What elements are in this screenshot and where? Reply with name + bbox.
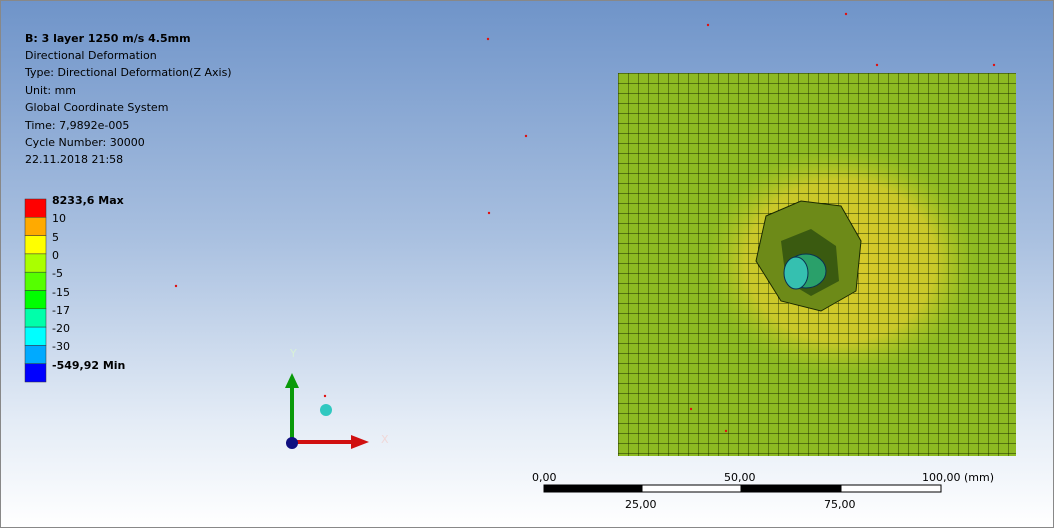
legend-label: -5 (52, 267, 63, 280)
scale-label: 100,00 (mm) (922, 471, 994, 484)
legend-label: -549,92 Min (52, 359, 125, 372)
scale-label: 50,00 (724, 471, 756, 484)
scale-label: 75,00 (824, 498, 856, 511)
graphics (1, 1, 1053, 527)
mesh-plate (618, 73, 1016, 456)
legend-label: 10 (52, 212, 66, 225)
legend-label: 5 (52, 231, 59, 244)
legend-swatches (25, 199, 46, 382)
header-line: Time: 7,9892e-005 (25, 119, 129, 132)
header-line: Type: Directional Deformation(Z Axis) (25, 66, 232, 79)
legend-label: 8233,6 Max (52, 194, 124, 207)
axis-label: X (381, 433, 389, 446)
legend-label: -30 (52, 340, 70, 353)
axis-label: Y (290, 347, 297, 360)
viewport: B: 3 layer 1250 m/s 4.5mm Directional De… (0, 0, 1054, 528)
header-line: Unit: mm (25, 84, 76, 97)
title: B: 3 layer 1250 m/s 4.5mm (25, 32, 191, 45)
header-line: 22.11.2018 21:58 (25, 153, 123, 166)
header-line: Directional Deformation (25, 49, 157, 62)
header-line: Global Coordinate System (25, 101, 168, 114)
legend-label: -17 (52, 304, 70, 317)
scale-label: 0,00 (532, 471, 557, 484)
triad (285, 373, 369, 449)
header-line: Cycle Number: 30000 (25, 136, 145, 149)
legend-label: 0 (52, 249, 59, 262)
legend-label: -15 (52, 286, 70, 299)
scale-bar (544, 485, 941, 492)
legend-label: -20 (52, 322, 70, 335)
scale-label: 25,00 (625, 498, 657, 511)
